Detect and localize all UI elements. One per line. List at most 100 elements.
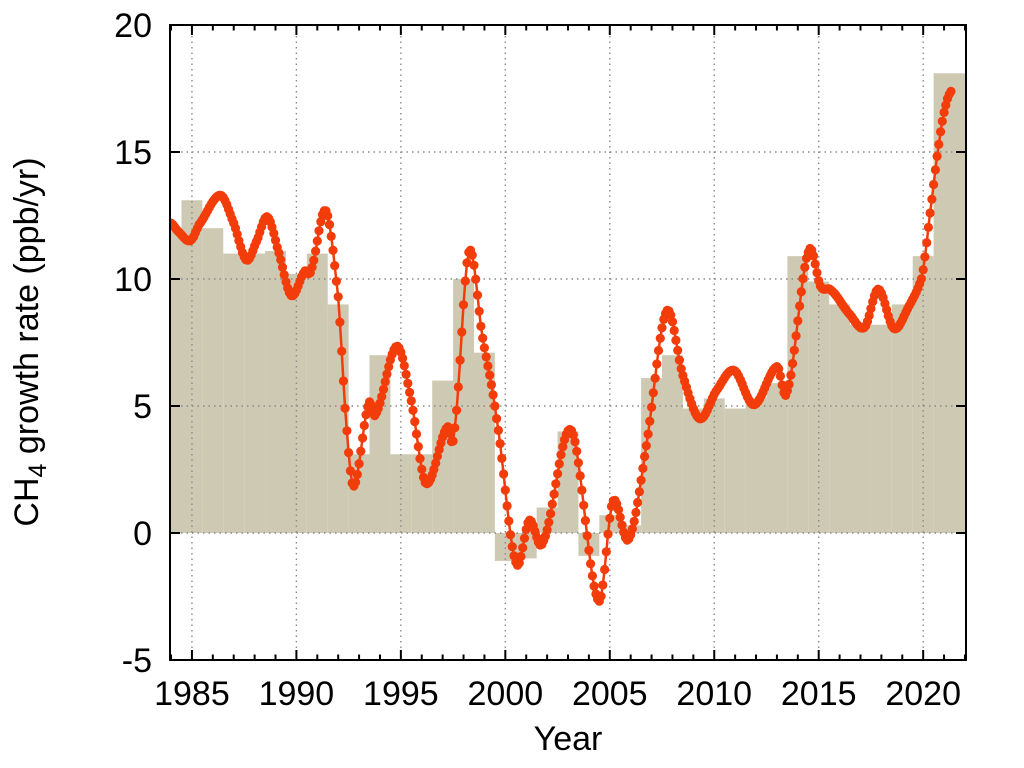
- data-point-marker: [462, 258, 472, 268]
- y-axis-title: CH4 growth rate (ppb/yr): [8, 157, 52, 526]
- data-point-marker: [500, 485, 510, 495]
- data-point-marker: [399, 361, 409, 371]
- data-point-marker: [486, 380, 496, 390]
- data-point-marker: [544, 517, 554, 527]
- data-point-marker: [596, 591, 606, 601]
- data-point-marker: [925, 208, 935, 218]
- data-point-marker: [641, 441, 651, 451]
- data-point-marker: [786, 370, 796, 380]
- data-point-marker: [312, 236, 322, 246]
- data-point-marker: [922, 238, 932, 248]
- data-point-marker: [575, 471, 585, 481]
- data-point-marker: [633, 497, 643, 508]
- data-point-marker: [798, 274, 808, 284]
- annual-bar: [870, 324, 892, 533]
- x-tick-label: 2000: [468, 675, 544, 713]
- data-point-marker: [784, 379, 794, 389]
- annual-bar: [223, 253, 245, 533]
- data-point-marker: [450, 423, 460, 433]
- data-point-marker: [587, 571, 598, 581]
- annual-bar: [724, 408, 746, 533]
- x-tick-label: 2005: [572, 675, 648, 713]
- data-point-marker: [331, 276, 341, 286]
- data-point-marker: [516, 551, 526, 562]
- y-axis-title-rest: growth rate (ppb/yr): [8, 157, 46, 463]
- data-point-marker: [448, 436, 458, 446]
- x-tick-label: 1985: [154, 675, 230, 713]
- y-tick-label: 0: [133, 515, 152, 553]
- y-tick-label: 20: [114, 7, 152, 45]
- data-point-marker: [584, 545, 594, 555]
- data-point-marker: [669, 325, 679, 336]
- annual-bar: [891, 304, 913, 533]
- annual-bar: [787, 256, 809, 533]
- annual-bar: [306, 253, 328, 533]
- data-point-marker: [493, 425, 503, 435]
- data-point-marker: [377, 392, 387, 402]
- x-tick-label: 1990: [259, 675, 335, 713]
- data-point-marker: [342, 426, 352, 436]
- data-point-marker: [333, 292, 343, 302]
- data-point-marker: [406, 396, 416, 406]
- data-point-marker: [277, 262, 288, 272]
- x-tick-label: 1995: [363, 675, 439, 713]
- data-point-marker: [411, 429, 422, 439]
- data-point-marker: [309, 255, 319, 265]
- data-point-marker: [572, 446, 582, 456]
- data-point-marker: [929, 179, 939, 190]
- data-point-marker: [330, 261, 340, 271]
- data-point-marker: [478, 333, 488, 343]
- data-point-marker: [629, 516, 639, 527]
- annual-bar: [285, 273, 307, 533]
- data-point-marker: [311, 246, 321, 256]
- data-point-marker: [774, 364, 784, 374]
- data-point-marker: [627, 524, 638, 534]
- plot-border: [169, 24, 967, 661]
- data-point-marker: [485, 370, 495, 380]
- data-point-marker: [361, 410, 371, 420]
- data-point-marker: [647, 402, 657, 412]
- data-point-marker: [673, 345, 683, 355]
- data-point-marker: [586, 559, 596, 569]
- data-point-marker: [408, 405, 418, 415]
- data-point-marker: [577, 485, 587, 495]
- data-point-marker: [613, 505, 624, 515]
- data-point-marker: [775, 371, 786, 381]
- data-point-marker: [920, 252, 930, 262]
- data-point-marker: [634, 487, 645, 497]
- data-point-marker: [934, 139, 944, 149]
- data-point-marker: [796, 287, 806, 297]
- data-point-marker: [640, 451, 650, 462]
- data-point-marker: [519, 533, 530, 543]
- data-point-marker: [589, 581, 599, 591]
- data-point-marker: [356, 446, 366, 456]
- data-point-marker: [458, 300, 469, 310]
- data-point-marker: [927, 194, 937, 204]
- data-point-marker: [937, 116, 947, 126]
- data-point-marker: [580, 516, 591, 526]
- data-point-marker: [497, 453, 507, 463]
- data-point-marker: [930, 165, 941, 175]
- data-point-marker: [553, 469, 563, 479]
- data-point-marker: [504, 516, 514, 526]
- data-point-marker: [636, 475, 646, 485]
- data-point-marker: [405, 387, 415, 397]
- data-point-marker: [638, 463, 648, 473]
- data-point-marker: [340, 403, 350, 413]
- data-point-marker: [674, 355, 685, 365]
- data-point-marker: [568, 430, 578, 440]
- data-point-marker: [653, 345, 664, 356]
- data-point-marker: [467, 250, 477, 260]
- data-point-marker: [812, 268, 822, 278]
- data-point-marker: [358, 433, 368, 443]
- data-point-marker: [469, 260, 479, 270]
- data-point-marker: [551, 479, 561, 489]
- y-tick-label: 5: [133, 388, 152, 426]
- data-point-marker: [573, 458, 584, 468]
- data-point-marker: [359, 420, 369, 431]
- annual-bar: [766, 383, 788, 533]
- data-point-marker: [382, 369, 392, 379]
- data-point-marker: [326, 231, 336, 241]
- data-point-marker: [554, 459, 564, 469]
- annual-bar: [850, 324, 871, 533]
